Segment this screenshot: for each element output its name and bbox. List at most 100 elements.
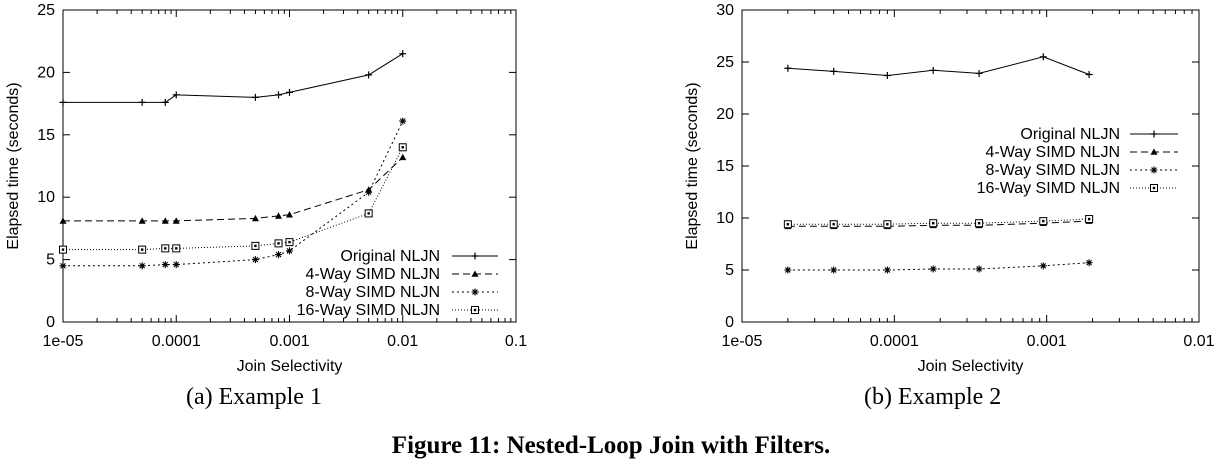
x-tick-label: 1e-05 bbox=[43, 333, 84, 350]
x-axis-label: Join Selectivity bbox=[918, 358, 1024, 375]
series-line bbox=[787, 56, 1090, 77]
x-tick-label: 0.01 bbox=[387, 333, 418, 350]
legend-label: Original NLJN bbox=[340, 248, 440, 265]
data-point-dot bbox=[140, 248, 144, 251]
data-point bbox=[286, 88, 293, 96]
plot-frame bbox=[62, 9, 517, 323]
legend-marker bbox=[1150, 148, 1158, 155]
data-point bbox=[172, 261, 180, 269]
data-point bbox=[59, 217, 67, 224]
series-8-way-simd-nljn bbox=[59, 117, 407, 270]
data-point bbox=[251, 214, 259, 222]
series-original-nljn bbox=[784, 53, 1093, 80]
y-tick-label: 5 bbox=[46, 252, 55, 269]
chart-example-1: 0 5 10 15 20 25 1e-05 0.0001 0.001 0.01 0.1 Join Se… bbox=[5, 2, 527, 375]
y-tick-label: 0 bbox=[725, 314, 734, 331]
x-tick-label: 0.1 bbox=[505, 333, 527, 350]
data-point-dot bbox=[288, 240, 291, 244]
data-point bbox=[138, 262, 146, 270]
data-point bbox=[161, 217, 169, 224]
data-point-dot bbox=[832, 223, 835, 226]
legend-label: 16-Way SIMD NLJN bbox=[977, 180, 1120, 197]
data-point bbox=[784, 64, 792, 72]
legend-label: 4-Way SIMD NLJN bbox=[985, 144, 1120, 161]
data-point bbox=[275, 251, 283, 259]
series-16-way-simd-nljn bbox=[59, 143, 407, 254]
data-point bbox=[399, 153, 407, 161]
x-tick-label: 0.001 bbox=[1027, 333, 1067, 350]
subcaption-a: (a) Example 1 bbox=[186, 384, 322, 410]
y-axis-label: Elapsed time (seconds) bbox=[684, 82, 701, 249]
legend-marker-dot bbox=[473, 308, 477, 312]
data-point-dot bbox=[164, 247, 167, 250]
data-point bbox=[286, 211, 293, 218]
data-point-dot bbox=[977, 222, 981, 225]
data-point bbox=[365, 71, 373, 79]
data-point bbox=[275, 91, 283, 99]
data-point bbox=[929, 66, 937, 74]
data-point bbox=[251, 93, 259, 101]
y-tick-label: 30 bbox=[716, 2, 734, 19]
x-tick-label: 1e-05 bbox=[722, 333, 763, 350]
legend-marker-dot bbox=[1152, 186, 1156, 190]
data-point-dot bbox=[175, 247, 178, 250]
data-point bbox=[1085, 70, 1093, 78]
y-tick-label: 0 bbox=[46, 314, 55, 331]
legend-marker bbox=[471, 252, 479, 260]
y-tick-label: 20 bbox=[37, 64, 55, 81]
data-point bbox=[286, 247, 293, 255]
data-point-dot bbox=[1042, 219, 1045, 223]
legend-marker bbox=[471, 270, 479, 277]
data-point-dot bbox=[277, 242, 280, 245]
x-tick-label: 0.0001 bbox=[870, 333, 919, 350]
series-original-nljn bbox=[59, 50, 407, 106]
data-point bbox=[161, 98, 169, 106]
data-point bbox=[59, 98, 67, 106]
figure-caption: Figure 11: Nested-Loop Join with Filters… bbox=[391, 432, 831, 459]
data-point-dot bbox=[254, 244, 257, 248]
data-point-dot bbox=[61, 248, 65, 251]
y-tick-label: 25 bbox=[37, 2, 55, 19]
data-point bbox=[399, 117, 407, 125]
data-point bbox=[830, 266, 838, 274]
data-point-dot bbox=[401, 146, 404, 149]
data-point bbox=[975, 69, 983, 77]
series-line bbox=[63, 53, 404, 103]
data-point bbox=[138, 217, 146, 224]
series-line bbox=[63, 156, 404, 222]
y-tick-label: 25 bbox=[716, 54, 734, 71]
data-point-dot bbox=[932, 222, 935, 225]
data-point bbox=[784, 266, 792, 274]
plot-frame bbox=[741, 9, 1200, 323]
data-point bbox=[883, 72, 891, 80]
data-point bbox=[172, 91, 180, 99]
data-point bbox=[830, 67, 838, 75]
y-tick-label: 10 bbox=[37, 189, 55, 206]
series-4-way-simd-nljn bbox=[59, 153, 407, 224]
series-line bbox=[63, 120, 404, 267]
legend-label: 8-Way SIMD NLJN bbox=[985, 162, 1120, 179]
data-point bbox=[172, 217, 180, 224]
data-point-dot bbox=[367, 212, 370, 215]
legend-label: 16-Way SIMD NLJN bbox=[297, 302, 440, 319]
legend-marker bbox=[1150, 130, 1158, 138]
legend-marker bbox=[471, 288, 479, 296]
series-8-way-simd-nljn bbox=[784, 259, 1093, 274]
data-point bbox=[161, 261, 169, 269]
legend-label: Original NLJN bbox=[1020, 126, 1120, 143]
data-point bbox=[399, 50, 407, 58]
data-point-dot bbox=[886, 223, 889, 226]
y-tick-label: 5 bbox=[725, 262, 734, 279]
y-tick-label: 15 bbox=[37, 127, 55, 144]
data-point bbox=[365, 188, 373, 196]
y-tick-label: 10 bbox=[716, 210, 734, 227]
data-point-dot bbox=[786, 223, 790, 226]
subcaption-b: (b) Example 2 bbox=[864, 384, 1002, 410]
series-16-way-simd-nljn bbox=[783, 215, 1094, 229]
x-tick-label: 0.0001 bbox=[152, 333, 201, 350]
data-point bbox=[929, 265, 937, 273]
data-point bbox=[1039, 262, 1047, 270]
data-point bbox=[1085, 259, 1093, 267]
series-line bbox=[63, 147, 404, 251]
